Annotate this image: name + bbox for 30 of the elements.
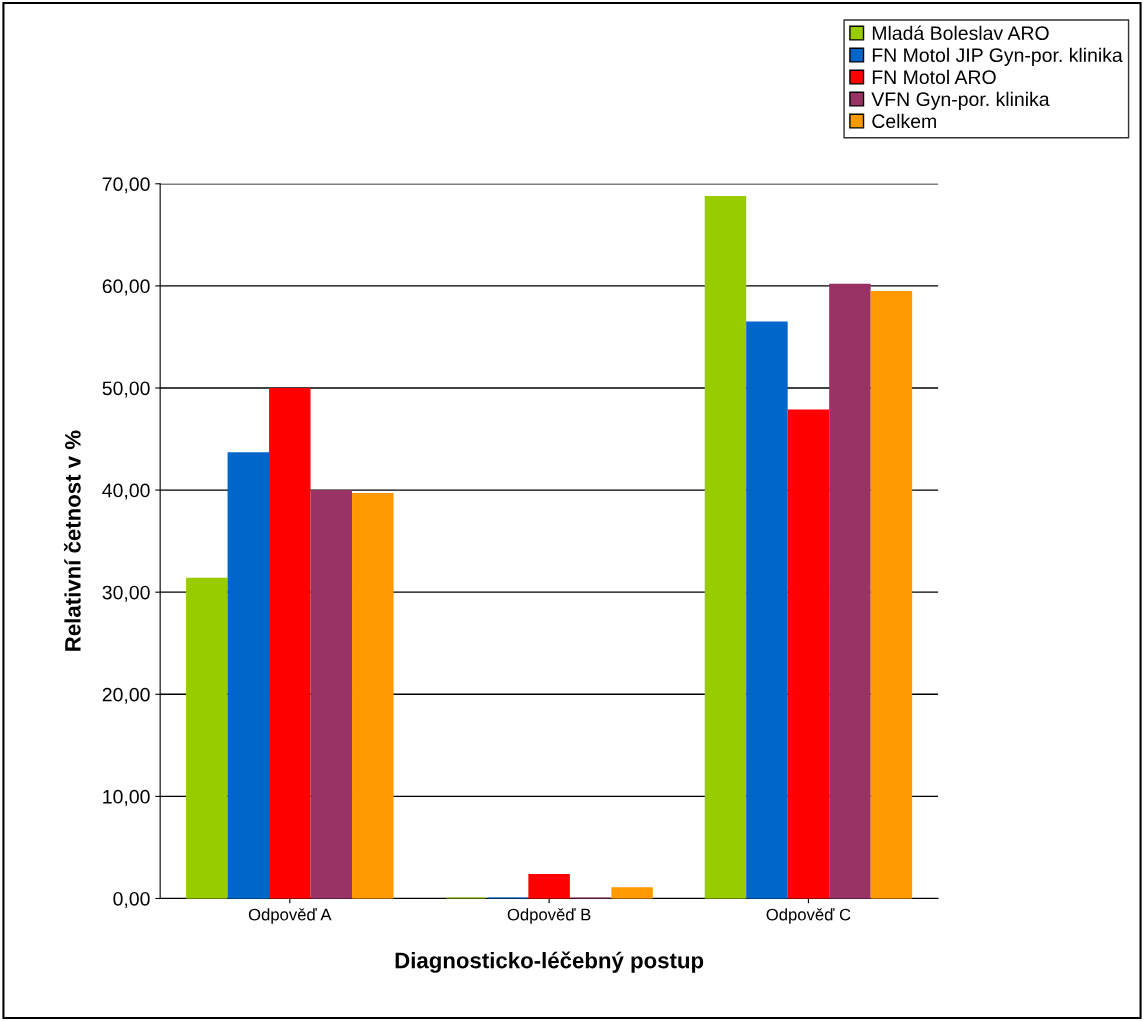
y-tick-label: 60,00 bbox=[102, 279, 150, 296]
bar bbox=[611, 887, 653, 899]
y-tick-label: 70,00 bbox=[102, 177, 150, 194]
bar bbox=[528, 873, 570, 899]
bar bbox=[310, 490, 353, 899]
bar bbox=[227, 452, 270, 899]
legend-label: Celkem bbox=[872, 113, 936, 129]
bar bbox=[352, 493, 394, 899]
y-tick-label: 0,00 bbox=[113, 891, 150, 909]
y-tick-label: 30,00 bbox=[102, 585, 150, 602]
legend-label: VFN Gyn-por. klinika bbox=[871, 91, 1050, 110]
bar bbox=[269, 387, 311, 899]
legend-label: FN Motol ARO bbox=[872, 69, 996, 85]
y-tick-label: 10,00 bbox=[103, 789, 150, 806]
y-tick-label: 50,00 bbox=[102, 381, 150, 398]
x-tick-label: Odpověď A bbox=[248, 908, 332, 924]
y-tick-label: 20,00 bbox=[102, 687, 150, 704]
legend-label: Mladá Boleslav ARO bbox=[872, 25, 1049, 41]
bar bbox=[870, 290, 913, 899]
x-tick-label: Odpověď B bbox=[507, 908, 591, 924]
legend-label: FN Motol JIP Gyn-por. klinika bbox=[872, 47, 1123, 66]
x-axis-title: Diagnosticko-léčebný postup bbox=[395, 951, 704, 973]
bar bbox=[746, 321, 788, 899]
bar bbox=[829, 283, 871, 899]
x-tick-label: Odpověď C bbox=[766, 908, 851, 924]
bar bbox=[186, 577, 228, 899]
y-tick-label: 40,00 bbox=[102, 483, 150, 500]
bar bbox=[787, 409, 830, 899]
y-axis-title: Relativní četnost v % bbox=[63, 430, 81, 651]
bar bbox=[704, 196, 747, 899]
